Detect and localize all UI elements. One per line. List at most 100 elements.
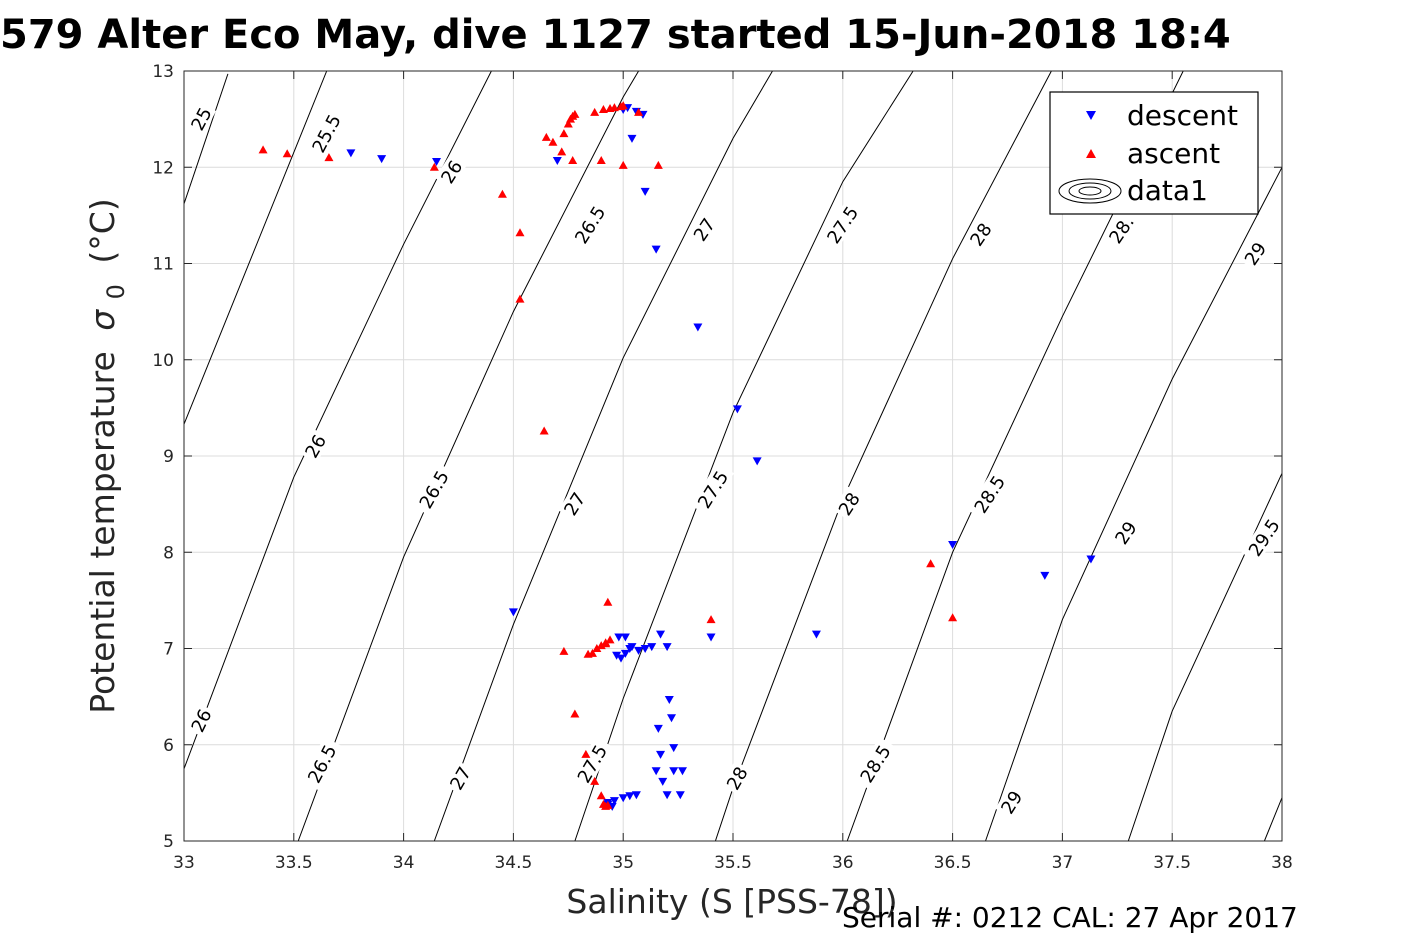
descent-point (609, 797, 619, 806)
contour-label-bg (1101, 207, 1141, 251)
isopycnal-line-25 (184, 73, 229, 204)
descent-point (377, 155, 387, 164)
descent-point (811, 630, 821, 639)
contour-label-bg (300, 736, 342, 791)
ascent-point (515, 294, 525, 303)
ascent-point (634, 107, 644, 116)
ascent-point (596, 156, 606, 165)
isopycnal-line-26 (184, 71, 492, 769)
legend-descent-marker (1086, 111, 1096, 120)
descent-point (634, 646, 644, 655)
descent-point (752, 457, 762, 466)
descent-point (669, 744, 679, 753)
legend-contour-icon (1058, 178, 1122, 204)
ascent-point (539, 426, 549, 435)
ascent-point (559, 646, 569, 655)
contour-label-bg (558, 486, 590, 521)
ascent-point (605, 635, 615, 644)
data-markers (258, 101, 1096, 811)
y-tick-label: 12 (152, 158, 174, 178)
descent-point (1086, 555, 1096, 564)
ascent-point (557, 147, 567, 156)
footer-serial-cal: Serial #: 0212 CAL: 27 Apr 2017 (842, 901, 1298, 934)
x-tick-label: 35.5 (714, 853, 752, 873)
contour-label-bg (185, 703, 216, 738)
ascent-point (570, 709, 580, 718)
ascent-point (570, 109, 580, 118)
legend-descent-label: descent (1127, 99, 1238, 132)
y-axis-label-symbol: σ (83, 309, 122, 331)
descent-point (677, 767, 687, 776)
ascent-point (590, 107, 600, 116)
descent-point (664, 696, 674, 705)
x-tick-label: 36 (832, 853, 854, 873)
y-axis-label-text: Potential temperature (83, 351, 122, 713)
contour-label-bg (720, 760, 753, 796)
contour-label-bg (570, 736, 613, 791)
ascent-point (559, 129, 569, 138)
contour-label-bg (1109, 515, 1142, 550)
chart-title: 579 Alter Eco May, dive 1127 started 15-… (0, 12, 1231, 58)
contour-label-bg (819, 198, 865, 251)
descent-point (625, 792, 635, 801)
y-axis-label-unit: (°C) (83, 198, 122, 263)
contour-label-bg (435, 154, 467, 189)
ascent-point (282, 149, 292, 158)
x-axis-ticks: 33 33.5 34 34.5 35 35.5 36 36.5 37 37.5 38 (173, 71, 1293, 873)
ascent-point (609, 103, 619, 112)
ascent-point (603, 597, 613, 606)
descent-point (651, 245, 661, 254)
y-tick-label: 8 (163, 543, 174, 563)
contour-label-bg (853, 736, 897, 790)
x-tick-label: 34.5 (494, 853, 532, 873)
x-tick-label: 34 (393, 853, 415, 873)
y-axis-label-subscript: 0 (102, 284, 130, 299)
contour-label-bg (995, 784, 1027, 820)
contour-label-bg (964, 216, 997, 252)
descent-point (667, 714, 677, 723)
ascent-point (706, 615, 716, 624)
ascent-point (618, 160, 628, 169)
ascent-point (541, 132, 551, 141)
descent-point (627, 643, 637, 652)
legend-ascent-label: ascent (1127, 137, 1220, 170)
ascent-point (596, 791, 606, 800)
isopycnal-line-29 (985, 167, 1282, 841)
x-tick-label: 33 (173, 853, 195, 873)
descent-point (675, 791, 685, 800)
y-tick-label: 5 (163, 832, 174, 852)
contour-label-bg (690, 462, 735, 516)
contour-label-bg (185, 101, 217, 136)
descent-point (640, 187, 650, 196)
descent-point (620, 633, 630, 642)
ascent-point (563, 119, 573, 128)
x-tick-label: 37 (1052, 853, 1074, 873)
descent-point (614, 633, 624, 642)
contour-label-bg (299, 428, 331, 464)
ascent-point (568, 156, 578, 165)
y-tick-label: 13 (152, 62, 174, 82)
y-axis-label: Potential temperature σ 0 (°C) (83, 198, 132, 713)
legend-ascent-marker (1086, 149, 1096, 158)
legend: descent ascent data1 (1049, 91, 1259, 215)
x-tick-label: 35 (612, 853, 634, 873)
descent-point (948, 541, 958, 550)
contour-label-bg (1241, 510, 1286, 564)
ascent-point (618, 101, 628, 110)
contour-label-bg (967, 467, 1012, 521)
ascent-point (948, 613, 958, 622)
x-tick-label: 36.5 (934, 853, 972, 873)
contour-label-bg (832, 486, 865, 521)
descent-point (432, 157, 442, 166)
y-tick-label: 6 (163, 736, 174, 756)
ascent-point (515, 228, 525, 237)
descent-point (647, 643, 657, 652)
descent-point (618, 794, 628, 803)
y-axis-ticks: 5 6 7 8 9 10 11 12 13 (152, 62, 1282, 852)
descent-point (346, 149, 356, 158)
isopycnal-line-27 (433, 71, 773, 841)
descent-point (693, 323, 703, 332)
descent-point (706, 633, 716, 642)
ascent-point (429, 162, 439, 171)
